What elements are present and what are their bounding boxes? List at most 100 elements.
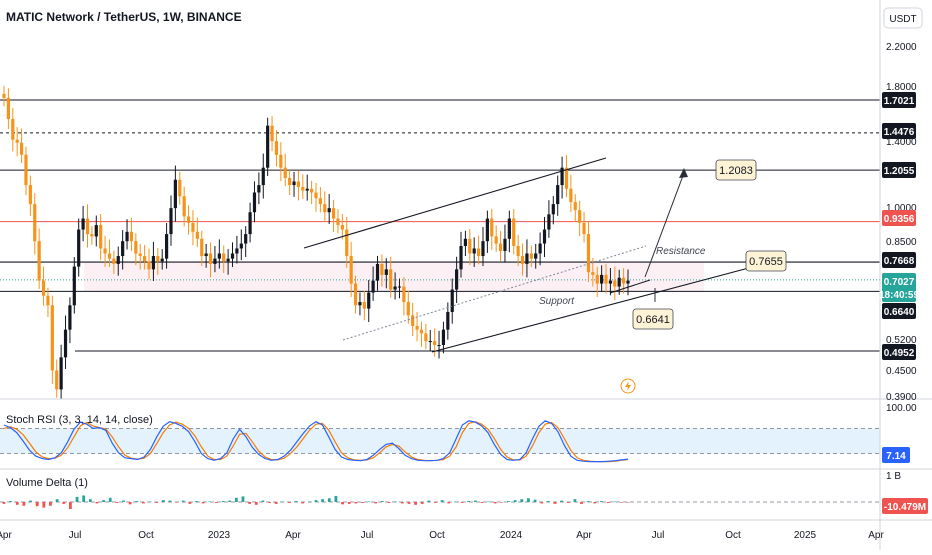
price-tick: 2.2000 <box>886 42 917 53</box>
delta-bar <box>566 502 570 503</box>
candle-body <box>292 181 296 186</box>
candle-body <box>288 177 292 186</box>
candle-body <box>503 238 507 251</box>
delta-bar <box>168 500 172 502</box>
candle-body <box>450 289 454 312</box>
projection-arrowhead <box>679 168 688 178</box>
candle-body <box>613 280 617 287</box>
candle-body <box>551 204 555 215</box>
candle-body <box>591 272 595 275</box>
candle-body <box>248 212 252 235</box>
price-label: 0.7027 <box>884 277 915 288</box>
delta-bar <box>394 501 398 503</box>
candle-body <box>143 256 147 262</box>
candle-body <box>41 280 46 296</box>
delta-bar <box>480 502 484 503</box>
support-trendline <box>609 279 651 294</box>
delta-bar <box>122 500 125 502</box>
delta-bar <box>102 500 105 502</box>
delta-bar <box>228 500 232 502</box>
rsi-value: 7.14 <box>886 451 906 462</box>
candle-body <box>520 256 525 264</box>
delta-bar <box>500 502 504 503</box>
delta-bar <box>626 502 630 503</box>
delta-bar <box>22 502 26 506</box>
delta-bar <box>420 502 424 504</box>
delta-bar <box>334 495 338 502</box>
candle-body <box>160 258 164 262</box>
price-tick: 1.4000 <box>886 137 917 148</box>
candle-body <box>296 181 301 187</box>
delta-bar <box>175 502 178 503</box>
candle-body <box>230 253 235 259</box>
candle-body <box>459 246 463 270</box>
time-tick: 2024 <box>500 530 523 541</box>
delta-bar <box>619 502 623 503</box>
candle-body <box>314 192 318 199</box>
candle-body <box>345 229 349 257</box>
candle-body <box>604 274 608 284</box>
resistance-annotation-box <box>745 250 787 272</box>
price-label-box <box>882 123 916 139</box>
delta-bar <box>135 501 139 502</box>
delta-bar <box>341 502 344 505</box>
candle-body <box>424 333 428 342</box>
candle-body <box>516 246 520 257</box>
delta-bar <box>95 502 99 504</box>
delta-bar <box>440 500 444 502</box>
candle-body <box>37 241 41 281</box>
price-label: 0.6640 <box>884 307 915 318</box>
candle-body <box>147 261 151 270</box>
candle-body <box>481 241 485 257</box>
delta-bar <box>261 500 265 502</box>
price-label-box <box>882 303 916 319</box>
candle-body <box>542 229 547 244</box>
candle-body <box>204 253 208 257</box>
delta-bar <box>487 501 490 503</box>
delta-bar <box>128 502 132 505</box>
delta-bar <box>281 501 285 503</box>
candle-body <box>169 208 173 235</box>
delta-bar <box>9 501 13 502</box>
candle-body <box>77 229 81 267</box>
price-tick: 1.8000 <box>886 82 917 93</box>
candle-body <box>261 167 265 186</box>
delta-bar <box>29 500 32 502</box>
candle-body <box>266 125 270 168</box>
delta-bar <box>606 502 610 503</box>
delta-bar <box>593 502 597 504</box>
candle-body <box>274 141 279 155</box>
delta-bar <box>513 500 517 502</box>
candle-body <box>279 154 283 168</box>
candle-body <box>19 142 24 155</box>
candle-body <box>90 234 94 237</box>
candle-body <box>213 258 217 264</box>
candle-body <box>389 269 393 290</box>
delta-bar <box>49 502 52 506</box>
delta-bar <box>361 502 364 503</box>
candle-body <box>419 329 424 334</box>
delta-bar <box>181 500 185 502</box>
delta-bar <box>75 496 79 502</box>
candle-body <box>2 93 6 98</box>
candle-body <box>134 241 138 254</box>
price-tick: 0.3900 <box>886 392 917 403</box>
price-label-box <box>882 210 916 226</box>
candle-body <box>63 329 68 358</box>
delta-bar <box>108 497 112 502</box>
delta-bar <box>354 502 358 504</box>
candle-body <box>476 248 481 257</box>
price-tick: 1.0000 <box>886 203 917 214</box>
delta-bar <box>15 502 19 505</box>
candle-body <box>318 198 322 205</box>
candle-body <box>485 218 489 242</box>
candle-body <box>55 370 59 390</box>
candle-body <box>358 302 362 306</box>
candle-body <box>11 119 15 140</box>
delta-bar <box>400 502 404 504</box>
rsi-tick: 100.00 <box>886 403 917 414</box>
candle-body <box>617 277 621 287</box>
currency-button[interactable] <box>883 7 923 29</box>
lightning-icon[interactable] <box>620 378 636 394</box>
